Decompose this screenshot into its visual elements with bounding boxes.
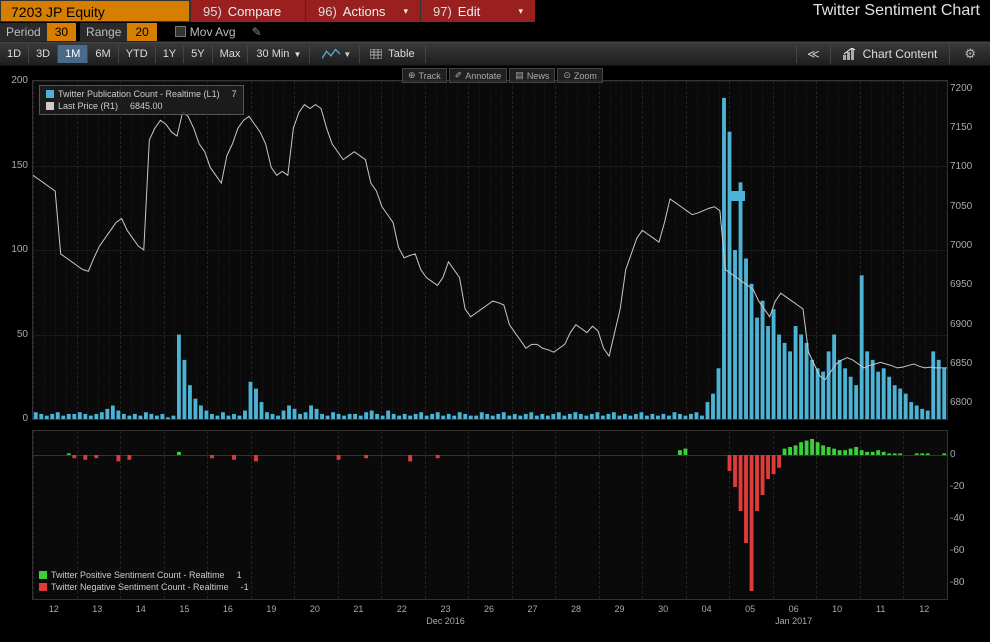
tool-news[interactable]: ▤News <box>509 68 555 83</box>
table-button[interactable]: Table <box>360 45 425 63</box>
y-sub-tick: -80 <box>950 577 986 588</box>
legend-main: Twitter Publication Count - Realtime (L1… <box>39 85 244 115</box>
y-left-tick: 150 <box>2 160 28 171</box>
y-sub-tick: -60 <box>950 545 986 556</box>
x-tick: 29 <box>615 604 625 614</box>
event-marker[interactable] <box>731 191 745 201</box>
tool-zoom[interactable]: ⊙Zoom <box>557 68 603 83</box>
y-left-tick: 50 <box>2 329 28 340</box>
x-month-label: Jan 2017 <box>775 616 812 626</box>
x-tick: 13 <box>92 604 102 614</box>
checkbox-icon[interactable] <box>175 26 186 37</box>
interval-label: 30 Min <box>256 48 289 60</box>
timeframe-5Y[interactable]: 5Y <box>184 45 212 63</box>
chart-content-label: Chart Content <box>863 47 938 61</box>
y-right-tick: 6900 <box>950 319 986 330</box>
x-tick: 26 <box>484 604 494 614</box>
timeframe-6M[interactable]: 6M <box>88 45 118 63</box>
period-value[interactable]: 30 <box>47 23 76 41</box>
x-tick: 23 <box>440 604 450 614</box>
x-tick: 12 <box>49 604 59 614</box>
x-axis: 12 13 14 15 16 19 20 21 22 23 26 27 28 29 30 04 05 06 10 11… <box>32 602 948 642</box>
x-tick: 21 <box>353 604 363 614</box>
timeframe-1D[interactable]: 1D <box>0 45 29 63</box>
timeframe-3D[interactable]: 3D <box>29 45 58 63</box>
x-tick: 15 <box>179 604 189 614</box>
x-tick: 20 <box>310 604 320 614</box>
y-right-tick: 6850 <box>950 358 986 369</box>
timeframe-1M[interactable]: 1M <box>58 45 88 63</box>
tool-annotate[interactable]: ✐Annotate <box>449 68 508 83</box>
y-right-tick: 7200 <box>950 83 986 94</box>
tool-track[interactable]: ⊕Track <box>402 68 447 83</box>
main-chart[interactable]: Twitter Publication Count - Realtime (L1… <box>32 80 948 420</box>
chevron-down-icon: ▼ <box>293 50 301 59</box>
timeframe-1Y[interactable]: 1Y <box>156 45 184 63</box>
x-tick: 27 <box>528 604 538 614</box>
y-left-tick: 100 <box>2 244 28 255</box>
y-sub-tick: 0 <box>950 449 986 460</box>
x-tick: 10 <box>832 604 842 614</box>
pencil-icon[interactable]: ✎ <box>252 25 262 39</box>
range-value[interactable]: 20 <box>127 23 156 41</box>
mov-avg-label: Mov Avg <box>190 25 236 39</box>
y-right-tick: 7150 <box>950 122 986 133</box>
x-tick: 28 <box>571 604 581 614</box>
x-tick: 22 <box>397 604 407 614</box>
y-right-tick: 6800 <box>950 397 986 408</box>
top-button-actions[interactable]: 96)Actions▾ <box>305 0 420 22</box>
top-button-edit[interactable]: 97)Edit▾ <box>420 0 535 22</box>
timeframe-Max[interactable]: Max <box>213 45 249 63</box>
timeframe-YTD[interactable]: YTD <box>119 45 156 63</box>
sentiment-chart[interactable]: Twitter Positive Sentiment Count - Realt… <box>32 430 948 600</box>
legend-sub: Twitter Positive Sentiment Count - Realt… <box>39 567 249 595</box>
chart-type-select[interactable]: ▼ <box>314 45 360 63</box>
y-right-tick: 7050 <box>950 201 986 212</box>
x-tick: 16 <box>223 604 233 614</box>
x-tick: 19 <box>266 604 276 614</box>
y-right-tick: 7000 <box>950 240 986 251</box>
x-tick: 05 <box>745 604 755 614</box>
x-tick: 06 <box>789 604 799 614</box>
x-tick: 04 <box>702 604 712 614</box>
mov-avg-toggle[interactable]: Mov Avg <box>175 25 236 39</box>
y-sub-tick: -40 <box>950 513 986 524</box>
y-sub-tick: -20 <box>950 481 986 492</box>
interval-select[interactable]: 30 Min ▼ <box>248 45 310 63</box>
range-label: Range <box>80 23 127 41</box>
x-tick: 30 <box>658 604 668 614</box>
chart-content-button[interactable]: Chart Content <box>830 44 950 64</box>
collapse-button[interactable]: ≪ <box>796 45 830 63</box>
chevron-down-icon: ▼ <box>343 50 351 59</box>
top-button-compare[interactable]: 95)Compare <box>190 0 305 22</box>
y-right-tick: 7100 <box>950 161 986 172</box>
y-left-tick: 200 <box>2 75 28 86</box>
gear-icon[interactable]: ⚙ <box>949 43 990 65</box>
x-tick: 11 <box>876 604 885 614</box>
table-label: Table <box>388 48 414 60</box>
period-label: Period <box>0 23 47 41</box>
page-title: Twitter Sentiment Chart <box>803 0 990 22</box>
x-tick: 14 <box>136 604 146 614</box>
x-month-label: Dec 2016 <box>426 616 465 626</box>
y-left-tick: 0 <box>2 413 28 424</box>
ticker[interactable]: 7203 JP Equity <box>0 0 190 22</box>
x-tick: 12 <box>919 604 929 614</box>
y-right-tick: 6950 <box>950 279 986 290</box>
